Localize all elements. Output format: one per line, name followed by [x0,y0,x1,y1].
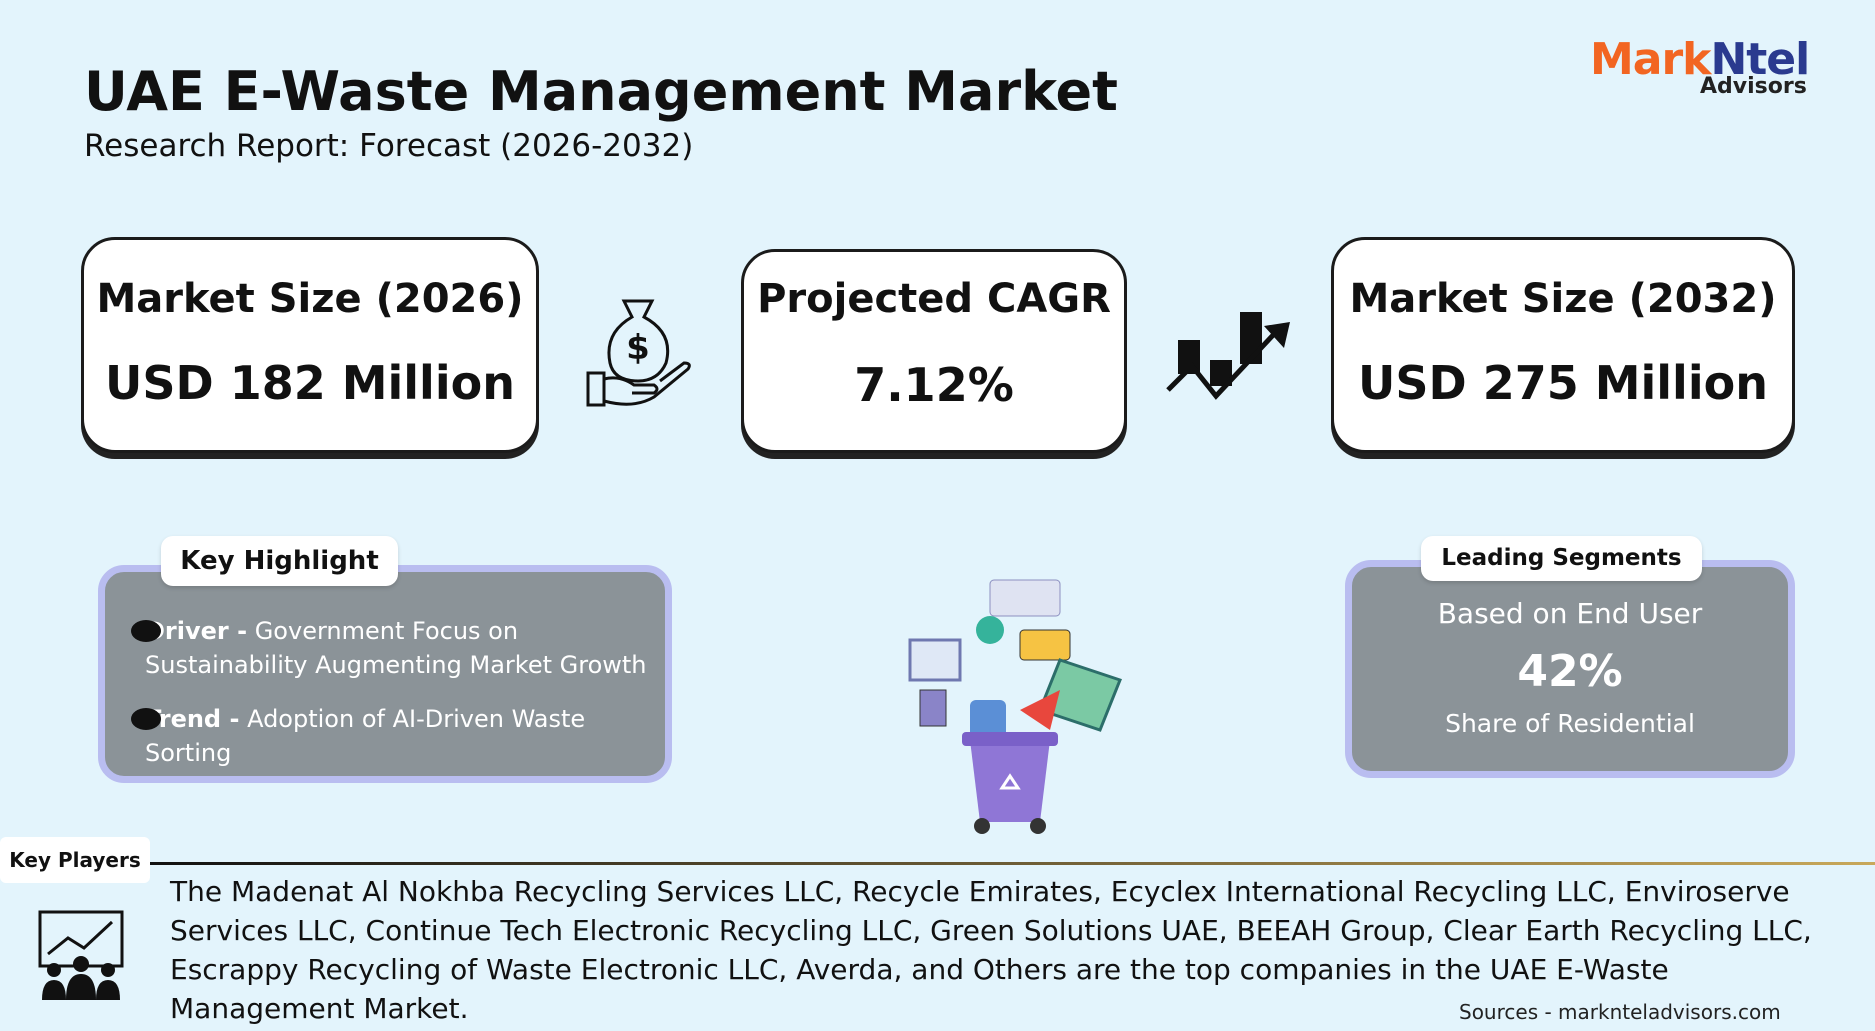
key-highlight-tab: Key Highlight [161,536,398,586]
segment-value: 42% [1517,646,1623,697]
stat-value: USD 275 Million [1358,356,1768,410]
key-players-label: Key Players [0,837,150,883]
logo-b: Ntel [1710,34,1810,85]
segment-basis: Based on End User [1437,597,1703,630]
leading-segments-tab: Leading Segments [1421,536,1702,581]
stat-value: 7.12% [854,358,1014,412]
stat-label: Market Size (2032) [1349,276,1777,322]
money-icon: $ [586,299,691,407]
segment-caption: Share of Residential [1445,709,1695,738]
logo-a: Mark [1590,34,1711,85]
stat-value: USD 182 Million [105,356,515,410]
item-text: Government Focus on Sustainability Augme… [145,617,647,679]
logo: MarkNtel [1590,34,1810,85]
divider [150,862,1875,865]
item-label: Driver - [145,617,248,645]
highlight-item: Driver - Government Focus on Sustainabil… [131,614,665,682]
stat-card: Market Size (2026) USD 182 Million [81,237,539,453]
highlight-item: Trend - Adoption of AI-Driven Waste Sort… [131,702,665,770]
stat-label: Projected CAGR [757,276,1111,322]
leading-segments-panel: Based on End User 42% Share of Residenti… [1345,560,1795,778]
key-highlight-panel: Driver - Government Focus on Sustainabil… [98,565,672,783]
stat-card: Market Size (2032) USD 275 Million [1331,237,1795,453]
ewaste-illustration [908,579,1122,834]
item-text: Adoption of AI-Driven Waste Sorting [145,705,586,767]
subtitle: Research Report: Forecast (2026-2032) [84,128,694,164]
svg-text:$: $ [626,328,650,368]
logo-sub: Advisors [1700,74,1807,99]
stat-label: Market Size (2026) [96,276,524,322]
title: UAE E-Waste Management Market [84,60,1118,123]
key-players-text: The Madenat Al Nokhba Recycling Services… [170,875,1812,1025]
players-icon [38,910,124,1000]
growth-icon [1166,312,1290,400]
sources: Sources - marknteladvisors.com [1459,1000,1781,1024]
stat-card: Projected CAGR 7.12% [741,249,1127,453]
